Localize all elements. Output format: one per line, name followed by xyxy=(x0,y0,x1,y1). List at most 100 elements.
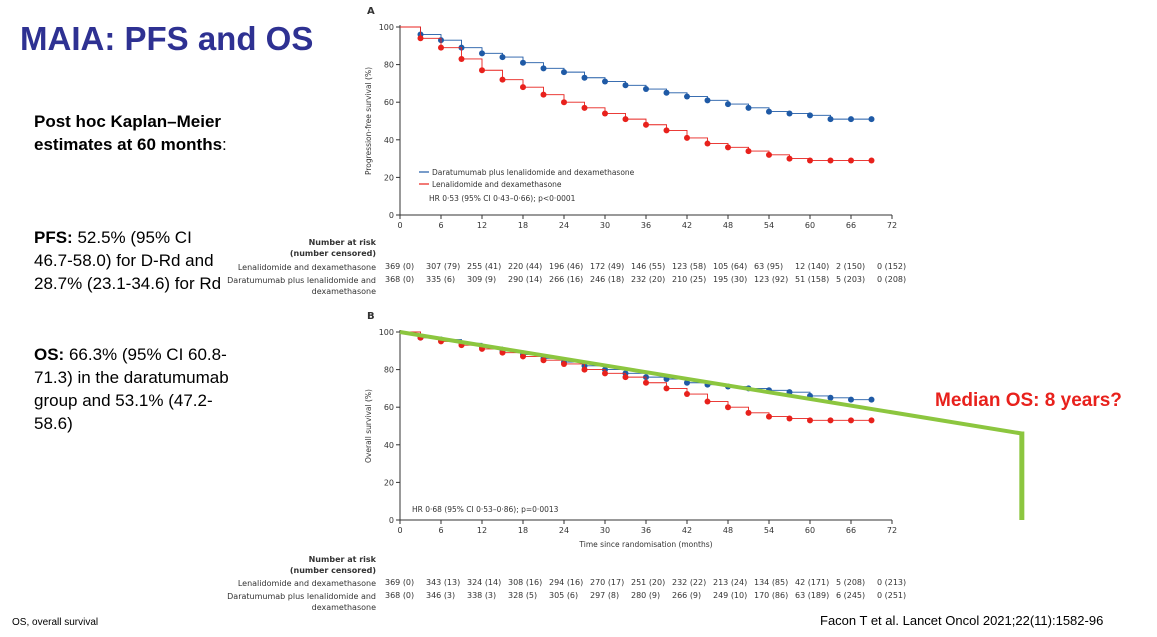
y-tick-label: 100 xyxy=(379,328,394,337)
censor-point-rd xyxy=(786,415,793,422)
censor-point-drd xyxy=(766,108,772,115)
censor-point-rd xyxy=(663,385,670,392)
censor-point-rd xyxy=(745,148,752,155)
censor-point-rd xyxy=(581,366,588,373)
risk-value: 123 (92) xyxy=(754,275,789,284)
censor-point-rd xyxy=(581,104,588,111)
x-tick-label: 12 xyxy=(477,526,487,535)
censor-point-rd xyxy=(807,157,813,164)
x-tick-label: 30 xyxy=(600,221,610,230)
censor-point-drd xyxy=(622,82,629,89)
risk-value: 346 (3) xyxy=(426,591,456,600)
risk-value: 335 (6) xyxy=(426,275,456,284)
risk-table-b-header: Number at risk xyxy=(308,555,376,564)
censor-point-rd xyxy=(827,157,834,164)
estimates-heading-text: Post hoc Kaplan–Meier estimates at xyxy=(34,112,222,154)
risk-value: 246 (18) xyxy=(590,275,625,284)
censor-point-drd xyxy=(540,65,547,72)
risk-value: 42 (171) xyxy=(795,578,830,587)
estimates-heading-bold-end: 60 months xyxy=(137,135,223,154)
censor-point-drd xyxy=(848,396,854,403)
legend-label-drd: Daratumumab plus lenalidomide and dexame… xyxy=(432,168,635,177)
risk-value: 0 (152) xyxy=(877,262,907,271)
censor-point-rd xyxy=(868,157,875,164)
risk-table-a-header: Number at risk xyxy=(308,238,376,247)
y-tick-label: 0 xyxy=(389,516,394,525)
y-tick-label: 80 xyxy=(384,366,394,375)
censor-point-rd xyxy=(684,134,690,141)
censor-point-rd xyxy=(745,409,752,416)
x-tick-label: 60 xyxy=(805,526,815,535)
x-tick-label: 6 xyxy=(438,526,443,535)
censor-point-rd xyxy=(848,417,854,424)
risk-value: 0 (251) xyxy=(877,591,907,600)
risk-value: 369 (0) xyxy=(385,578,415,587)
risk-value: 249 (10) xyxy=(713,591,748,600)
risk-value: 6 (245) xyxy=(836,591,866,600)
x-tick-label: 36 xyxy=(641,221,651,230)
x-tick-label: 66 xyxy=(846,526,856,535)
risk-value: 51 (158) xyxy=(795,275,830,284)
censor-point-rd xyxy=(602,370,608,377)
x-tick-label: 54 xyxy=(764,526,774,535)
y-tick-label: 0 xyxy=(389,211,394,220)
x-tick-label: 18 xyxy=(518,526,528,535)
censor-point-rd xyxy=(766,151,772,158)
censor-point-rd xyxy=(499,349,506,356)
censor-point-rd xyxy=(602,110,608,117)
censor-point-rd xyxy=(848,157,854,164)
censor-point-rd xyxy=(561,99,567,106)
estimates-heading: Post hoc Kaplan–Meier estimates at 60 mo… xyxy=(34,110,234,156)
risk-value: 5 (208) xyxy=(836,578,866,587)
censor-point-rd xyxy=(438,44,444,51)
risk-value: 294 (16) xyxy=(549,578,584,587)
censor-point-rd xyxy=(643,121,649,128)
x-tick-label: 54 xyxy=(764,221,774,230)
risk-value: 170 (86) xyxy=(754,591,789,600)
censor-point-rd xyxy=(479,67,485,74)
y-tick-label: 60 xyxy=(384,403,394,412)
censor-point-drd xyxy=(663,89,670,96)
hazard-ratio-text: HR 0·68 (95% CI 0·53–0·86); p=0·0013 xyxy=(412,505,559,514)
x-tick-label: 42 xyxy=(682,526,692,535)
x-tick-label: 30 xyxy=(600,526,610,535)
risk-value: 12 (140) xyxy=(795,262,830,271)
risk-value: 309 (9) xyxy=(467,275,497,284)
censor-point-rd xyxy=(663,127,670,134)
censor-point-rd xyxy=(725,404,731,411)
risk-value: 305 (6) xyxy=(549,591,579,600)
censor-point-rd xyxy=(520,353,526,360)
x-tick-label: 72 xyxy=(887,221,897,230)
risk-value: 343 (13) xyxy=(426,578,461,587)
risk-row-label-text: Daratumumab plus lenalidomide and dexame… xyxy=(227,276,376,296)
median-os-annotation: Median OS: 8 years? xyxy=(935,390,1122,411)
pfs-estimate: PFS: 52.5% (95% CI 46.7-58.0) for D-Rd a… xyxy=(34,226,234,295)
risk-value: 105 (64) xyxy=(713,262,748,271)
risk-value: 338 (3) xyxy=(467,591,497,600)
censor-point-drd xyxy=(725,101,731,108)
x-tick-label: 18 xyxy=(518,221,528,230)
censor-point-drd xyxy=(643,86,649,93)
os-chart: B 0 20 40 60 80 100 0 6 12 18 24 30 36 42 48 54 60 66 72 Ove… xyxy=(364,311,1025,549)
risk-value: 134 (85) xyxy=(754,578,789,587)
os-text: 66.3% (95% CI 60.8-71.3) in the daratumu… xyxy=(34,345,229,433)
censor-point-drd xyxy=(868,396,875,403)
risk-row-label-text: Daratumumab plus lenalidomide and dexame… xyxy=(227,592,376,612)
risk-value: 0 (208) xyxy=(877,275,907,284)
censor-point-drd xyxy=(704,97,711,104)
risk-value: 290 (14) xyxy=(508,275,543,284)
slide-title: MAIA: PFS and OS xyxy=(20,20,314,57)
risk-value: 280 (9) xyxy=(631,591,661,600)
risk-value: 196 (46) xyxy=(549,262,584,271)
risk-value: 368 (0) xyxy=(385,591,415,600)
censor-point-rd xyxy=(622,116,629,123)
x-tick-label: 48 xyxy=(723,221,733,230)
citation: Facon T et al. Lancet Oncol 2021;22(11):… xyxy=(820,613,1104,628)
censor-point-rd xyxy=(807,417,813,424)
extrapolation-line xyxy=(399,330,1023,436)
series-line-drd xyxy=(400,26,872,120)
pfs-chart: A 0 20 40 60 80 100 0 6 12 18 24 30 36 42 48 54 60 66 72 Pro… xyxy=(364,6,897,230)
risk-value: 0 (213) xyxy=(877,578,907,587)
risk-value: 328 (5) xyxy=(508,591,538,600)
censor-point-rd xyxy=(827,417,834,424)
